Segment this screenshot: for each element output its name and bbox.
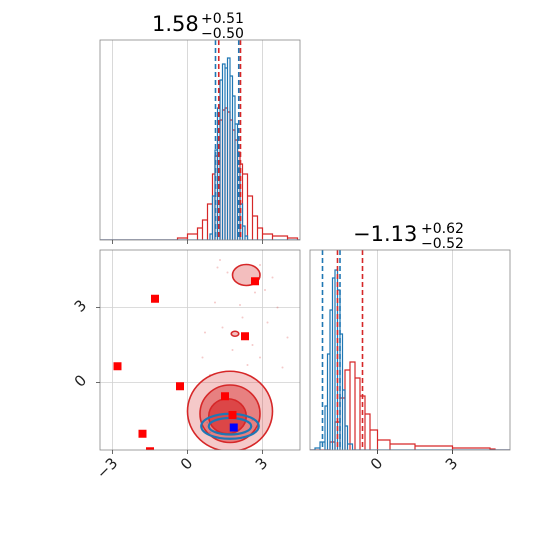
marker-blue bbox=[229, 423, 238, 432]
faint-point-red bbox=[246, 364, 249, 366]
faint-point-red bbox=[266, 321, 269, 324]
faint-point-red bbox=[276, 306, 279, 309]
param-0-minus-error: −0.50 bbox=[201, 26, 244, 42]
faint-point-red bbox=[264, 289, 266, 291]
y-tick-label: 0 bbox=[71, 371, 90, 390]
faint-point-red bbox=[226, 271, 229, 274]
x-tick-label: 0 bbox=[177, 454, 196, 473]
faint-point-red bbox=[251, 344, 254, 346]
joint-panel bbox=[100, 250, 300, 450]
faint-point-red bbox=[216, 266, 219, 269]
marker-red bbox=[251, 277, 259, 286]
faint-point-blue bbox=[209, 431, 211, 434]
histogram-blue bbox=[100, 57, 300, 240]
faint-point-red bbox=[201, 356, 204, 359]
faint-point-red bbox=[271, 276, 274, 279]
y-tick-label: 3 bbox=[71, 296, 90, 315]
param-0-median: 1.58 bbox=[152, 12, 199, 36]
contour-red bbox=[230, 330, 240, 338]
marginal-panel-1 bbox=[310, 250, 510, 450]
faint-point-red bbox=[281, 366, 284, 369]
marker-red bbox=[241, 332, 249, 341]
marginal-panel-0 bbox=[100, 40, 300, 240]
faint-point-red bbox=[286, 336, 289, 339]
faint-point-red bbox=[254, 291, 256, 294]
faint-point-red bbox=[219, 259, 221, 261]
faint-point-red bbox=[214, 301, 216, 304]
x-tick-label: −3 bbox=[93, 454, 121, 482]
marker-red bbox=[228, 411, 237, 419]
param-0-plus-error: +0.51 bbox=[201, 11, 244, 27]
x-tick-label: 0 bbox=[367, 454, 386, 473]
marker-red bbox=[176, 382, 184, 391]
faint-point-red bbox=[221, 326, 224, 329]
param-1-minus-error: −0.52 bbox=[421, 236, 464, 252]
faint-point-red bbox=[239, 304, 241, 306]
marker-red bbox=[221, 392, 229, 401]
marker-red bbox=[146, 447, 154, 450]
faint-point-red bbox=[241, 316, 244, 319]
marker-red bbox=[151, 294, 159, 303]
axis-frame bbox=[309, 249, 511, 451]
faint-point-red bbox=[259, 264, 261, 266]
marker-red bbox=[138, 429, 147, 438]
histogram-red bbox=[100, 107, 300, 240]
histogram-blue bbox=[310, 269, 510, 450]
x-tick-label: 3 bbox=[252, 454, 271, 473]
faint-point-blue bbox=[206, 421, 209, 424]
x-tick-label: 3 bbox=[442, 454, 461, 473]
axis-frame bbox=[99, 39, 301, 241]
faint-point-red bbox=[204, 331, 206, 334]
faint-point-red bbox=[231, 349, 234, 351]
faint-point-red bbox=[259, 356, 261, 359]
param-1-median: −1.13 bbox=[353, 222, 417, 246]
param-1-plus-error: +0.62 bbox=[421, 221, 464, 237]
marker-red bbox=[113, 362, 122, 371]
plot-layer: −3 0 3 0 3 0 3 bbox=[71, 39, 511, 482]
panel-titles: 1.58 +0.51 −0.50 −1.13 +0.62 −0.52 bbox=[152, 11, 464, 252]
axis-frame bbox=[99, 249, 301, 451]
